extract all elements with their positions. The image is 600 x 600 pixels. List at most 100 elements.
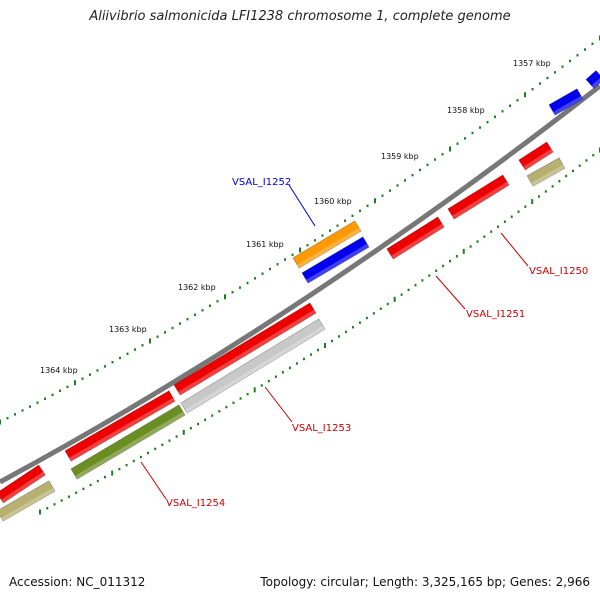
feature-block-olive-1[interactable] — [526, 157, 566, 187]
tick-mark — [309, 353, 312, 356]
tick-mark — [365, 316, 368, 320]
tick-mark — [239, 397, 242, 400]
feature-block-red-2[interactable] — [447, 174, 510, 220]
tick-mark — [253, 387, 256, 393]
tick-mark — [46, 506, 49, 510]
tick-mark — [517, 210, 520, 213]
tick-mark — [81, 377, 84, 380]
tick-mark — [578, 164, 581, 167]
feature-block-red-1[interactable] — [518, 141, 554, 171]
tick-mark — [119, 356, 121, 360]
tick-mark — [299, 247, 301, 253]
tick-mark — [435, 269, 438, 272]
tick-mark — [96, 479, 99, 483]
tick-mark — [281, 371, 284, 374]
feature-block-olive-1-highlight — [531, 164, 565, 187]
chromosome-backbone — [0, 84, 600, 485]
tick-mark — [306, 243, 309, 247]
tick-mark — [407, 288, 410, 292]
feature-block-blue-edge-highlight — [591, 77, 600, 89]
feature-block-blue-mid[interactable] — [301, 236, 370, 284]
feature-block-blue-mid-highlight — [306, 243, 370, 284]
tick-mark — [359, 209, 361, 212]
feature-block-red-6[interactable] — [0, 464, 46, 504]
tick-mark — [14, 413, 16, 416]
tick-mark — [118, 467, 121, 471]
tick-mark — [558, 179, 561, 183]
tick-mark — [171, 326, 174, 330]
tick-mark — [565, 174, 568, 178]
tick-mark — [524, 205, 527, 208]
tick-mark — [209, 304, 211, 307]
gene-label-vsal-i1251[interactable]: VSAL_I1251 — [466, 309, 525, 320]
feature-block-red-1-highlight — [523, 148, 554, 171]
tick-mark — [337, 335, 340, 338]
feature-block-red-3[interactable] — [386, 216, 445, 260]
tick-label-1360: 1360 kbp — [314, 197, 352, 206]
tick-mark — [104, 365, 106, 368]
tick-mark — [434, 158, 436, 161]
tick-label-1358: 1358 kbp — [447, 106, 485, 115]
tick-mark — [469, 245, 472, 248]
feature-block-blue-edge[interactable] — [585, 69, 600, 90]
tick-mark — [82, 487, 85, 491]
tick-mark — [36, 401, 39, 404]
tick-mark — [218, 410, 221, 413]
tick-mark — [147, 451, 150, 455]
tick-label-1362: 1362 kbp — [178, 283, 216, 292]
gene-label-vsal-i1252[interactable]: VSAL_I1252 — [232, 177, 291, 188]
feature-block-red-4-highlight — [178, 309, 317, 396]
tick-mark — [134, 348, 136, 351]
feature-block-grey[interactable] — [180, 318, 326, 414]
feature-block-red-4[interactable] — [173, 302, 317, 396]
feature-block-blue-top[interactable] — [548, 88, 584, 116]
tick-mark — [314, 239, 316, 242]
tick-mark — [330, 339, 333, 343]
tick-mark — [224, 294, 226, 300]
tick-mark — [546, 76, 549, 80]
feature-block-green[interactable] — [70, 404, 186, 480]
tick-mark — [216, 300, 219, 303]
tick-mark — [426, 163, 429, 166]
tick-mark — [585, 159, 588, 162]
gene-label-vsal-i1250[interactable]: VSAL_I1250 — [529, 266, 588, 277]
callout-line-vsal-i1254 — [140, 461, 167, 500]
tick-mark — [554, 71, 556, 74]
tick-mark — [284, 258, 286, 261]
callout-line-vsal-i1251 — [435, 275, 466, 310]
feature-block-red-5-highlight — [69, 397, 175, 462]
tick-mark — [60, 499, 63, 502]
tick-mark — [419, 168, 421, 172]
tick-mark — [381, 194, 384, 197]
tick-mark — [164, 331, 166, 334]
tick-mark — [246, 392, 249, 396]
tick-mark — [194, 313, 196, 316]
tick-mark — [464, 137, 466, 140]
gene-label-vsal-i1253[interactable]: VSAL_I1253 — [292, 423, 351, 434]
tick-mark — [246, 281, 249, 285]
tick-mark — [261, 272, 264, 275]
tick-mark — [232, 401, 235, 404]
tick-mark — [497, 225, 500, 228]
map-title: Aliivibrio salmonicida LFI1238 chromosom… — [89, 9, 511, 24]
tick-mark — [225, 405, 228, 409]
feature-block-olive-2[interactable] — [0, 480, 56, 522]
gene-label-vsal-i1254[interactable]: VSAL_I1254 — [166, 498, 225, 509]
tick-mark — [44, 397, 46, 400]
tick-mark — [539, 82, 541, 85]
tick-mark — [0, 419, 1, 425]
tick-mark — [456, 142, 459, 145]
feature-block-olive-2-highlight — [1, 487, 55, 522]
tick-mark — [189, 427, 192, 430]
tick-mark — [441, 153, 444, 156]
tick-label-1361: 1361 kbp — [246, 240, 284, 249]
tick-mark — [374, 198, 376, 204]
tick-mark — [21, 409, 24, 412]
tick-mark — [260, 384, 263, 387]
tick-mark — [175, 435, 178, 438]
tick-mark — [414, 283, 417, 287]
feature-block-orange[interactable] — [292, 220, 362, 269]
tick-mark — [479, 126, 481, 129]
tick-mark — [291, 253, 294, 256]
feature-block-red-5[interactable] — [64, 390, 176, 462]
